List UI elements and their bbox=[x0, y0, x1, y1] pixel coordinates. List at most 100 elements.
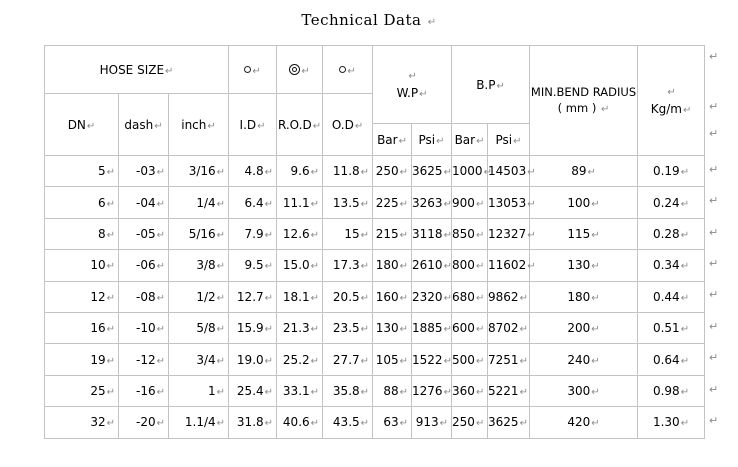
cell-dn: 8↵ bbox=[44, 217, 119, 251]
cell-value: 1/2 bbox=[196, 289, 216, 304]
cell-min-bend-radius: 115↵ bbox=[529, 217, 639, 251]
paragraph-mark-icon: ↵ bbox=[680, 261, 690, 273]
paragraph-mark-icon: ↵ bbox=[475, 418, 485, 430]
paragraph-mark-icon: ↵ bbox=[216, 198, 226, 210]
wp-header: ↵ W.P↵ bbox=[372, 45, 453, 124]
paragraph-mark-icon: ↵ bbox=[601, 103, 610, 115]
cell-value: 115 bbox=[567, 226, 591, 241]
cell-rod: 21.3↵ bbox=[276, 311, 324, 345]
cell-value: 215 bbox=[375, 226, 399, 241]
cell-value: 4.8 bbox=[244, 164, 264, 179]
bp-label: B.P bbox=[476, 77, 496, 92]
cell-value: 9862 bbox=[488, 289, 519, 304]
cell-value: 3625 bbox=[488, 415, 519, 430]
cell-value: 9.5 bbox=[244, 258, 264, 273]
paragraph-mark-icon: ↵ bbox=[519, 324, 528, 336]
paragraph-mark-icon: ↵ bbox=[709, 50, 719, 63]
cell-value: 420 bbox=[567, 415, 591, 430]
cell-value: 15.0 bbox=[282, 258, 310, 273]
paragraph-mark-icon: ↵ bbox=[156, 386, 165, 398]
cell-value: 180 bbox=[375, 258, 399, 273]
cell-value: -20 bbox=[136, 415, 156, 430]
cell-bp-psi: 12327↵ bbox=[487, 217, 536, 251]
paragraph-mark-icon: ↵ bbox=[106, 355, 115, 367]
cell-value: 130 bbox=[567, 258, 591, 273]
cell-value: 250 bbox=[452, 415, 475, 430]
paragraph-mark-icon: ↵ bbox=[408, 70, 417, 82]
cell-bp-psi: 9862↵ bbox=[487, 280, 531, 313]
technical-data-table: HOSE SIZE↵ ↵ ↵ ↵ ↵ W.P↵ B.P↵ MIN.BEND RA… bbox=[43, 45, 706, 439]
cell-value: 19.0 bbox=[236, 352, 264, 367]
paragraph-mark-icon: ↵ bbox=[360, 261, 370, 273]
subheader-inch: inch↵ bbox=[167, 93, 230, 156]
cell-value: 100 bbox=[567, 195, 591, 210]
cell-dn: 12↵ bbox=[44, 280, 119, 313]
unit-header-bp-psi: Psi↵ bbox=[487, 123, 531, 156]
cell-min-bend-radius: 100↵ bbox=[529, 186, 639, 219]
paragraph-mark-icon: ↵ bbox=[106, 418, 115, 430]
table-row: 10↵ -06↵ 3/8↵ 9.5↵ 15.0↵ 17.3↵ 180↵ 2610↵ 800↵ 11… bbox=[44, 249, 706, 282]
paragraph-mark-icon: ↵ bbox=[436, 135, 445, 147]
cell-value: 12 bbox=[90, 289, 106, 304]
paragraph-mark-icon: ↵ bbox=[264, 386, 274, 398]
cell-value: 40.6 bbox=[282, 415, 310, 430]
paragraph-mark-icon: ↵ bbox=[310, 418, 320, 430]
cell-value: 5221 bbox=[488, 383, 519, 398]
paragraph-mark-icon: ↵ bbox=[680, 418, 690, 430]
paragraph-mark-icon: ↵ bbox=[519, 292, 528, 304]
cell-dash: -06↵ bbox=[118, 249, 169, 282]
symbol-cell-od: ↵ bbox=[322, 45, 374, 94]
cell-value: 17.3 bbox=[332, 258, 360, 273]
header-row-2: DN↵ dash↵ inch↵ I.D↵ R.O.D↵ O.D↵ bbox=[44, 93, 705, 156]
hose-size-header: HOSE SIZE↵ bbox=[43, 45, 230, 94]
paragraph-mark-icon: ↵ bbox=[475, 386, 485, 398]
paragraph-mark-icon: ↵ bbox=[680, 167, 690, 179]
cell-kg-per-m: 0.34↵ bbox=[637, 249, 706, 282]
symbol-cell-id: ↵ bbox=[228, 45, 278, 94]
paragraph-mark-icon: ↵ bbox=[475, 261, 485, 273]
cell-value: 6.4 bbox=[244, 195, 264, 210]
paragraph-mark-icon: ↵ bbox=[399, 198, 409, 210]
paragraph-mark-icon: ↵ bbox=[301, 65, 310, 77]
paragraph-mark-icon: ↵ bbox=[476, 135, 485, 147]
paragraph-mark-icon: ↵ bbox=[443, 229, 452, 241]
cell-value: 2320 bbox=[412, 289, 443, 304]
cell-value: 25.2 bbox=[282, 352, 310, 367]
cell-value: 10 bbox=[90, 258, 106, 273]
cell-value: 8702 bbox=[488, 321, 519, 336]
cell-value: 3625 bbox=[412, 164, 443, 179]
cell-value: -16 bbox=[136, 383, 156, 398]
cell-wp-psi: 913↵ bbox=[411, 406, 453, 439]
cell-rod: 18.1↵ bbox=[276, 280, 324, 313]
cell-min-bend-radius: 420↵ bbox=[529, 406, 639, 439]
cell-od: 11.8↵ bbox=[322, 154, 374, 188]
cell-dash: -10↵ bbox=[118, 311, 169, 345]
cell-value: 89 bbox=[571, 164, 587, 179]
paragraph-mark-icon: ↵ bbox=[106, 292, 115, 304]
kgm-header: ↵ Kg/m↵ bbox=[637, 45, 706, 156]
paragraph-mark-icon: ↵ bbox=[106, 386, 115, 398]
cell-inch: 5/16↵ bbox=[167, 217, 230, 251]
paragraph-mark-icon: ↵ bbox=[527, 167, 536, 179]
paragraph-mark-icon: ↵ bbox=[399, 324, 409, 336]
paragraph-mark-icon: ↵ bbox=[427, 17, 437, 28]
paragraph-mark-icon: ↵ bbox=[399, 386, 409, 398]
paragraph-mark-icon: ↵ bbox=[475, 355, 485, 367]
cell-id: 19.0↵ bbox=[228, 343, 278, 376]
cell-inch: 1/2↵ bbox=[167, 280, 230, 313]
paragraph-mark-icon: ↵ bbox=[709, 319, 719, 333]
paragraph-mark-icon: ↵ bbox=[347, 65, 356, 77]
cell-od: 15↵ bbox=[322, 217, 374, 251]
wp-label: W.P bbox=[396, 85, 419, 100]
cell-value: -03 bbox=[136, 164, 156, 179]
paragraph-mark-icon: ↵ bbox=[399, 418, 409, 430]
paragraph-mark-icon: ↵ bbox=[591, 198, 600, 210]
cell-wp-bar: 225↵ bbox=[372, 186, 413, 219]
paragraph-mark-icon: ↵ bbox=[216, 355, 226, 367]
cell-value: 5/16 bbox=[188, 226, 216, 241]
cell-bp-bar: 680↵ bbox=[451, 280, 489, 313]
cell-rod: 33.1↵ bbox=[276, 374, 324, 408]
min-bend-unit: ( mm ) bbox=[557, 100, 597, 115]
paragraph-mark-icon: ↵ bbox=[86, 120, 96, 132]
paragraph-mark-icon: ↵ bbox=[216, 292, 226, 304]
